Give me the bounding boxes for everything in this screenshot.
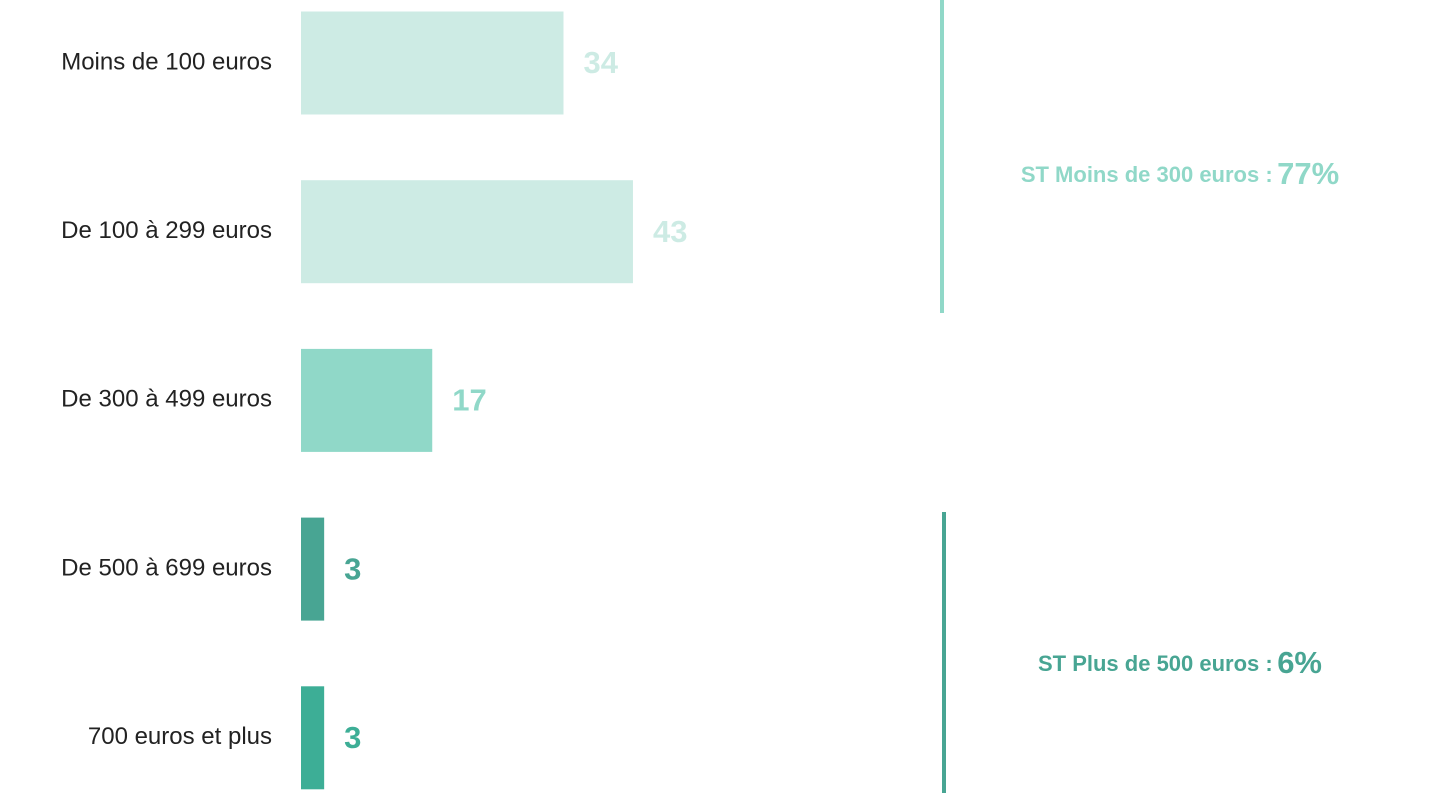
bar (301, 180, 633, 284)
category-label: Moins de 100 euros (61, 48, 272, 75)
value-label: 3 (344, 551, 361, 586)
value-label: 34 (583, 45, 618, 80)
category-label: De 300 à 499 euros (61, 386, 272, 413)
category-label: De 500 à 699 euros (61, 554, 272, 581)
subtotal-annotation: ST Plus de 500 euros : 6% (1038, 645, 1322, 680)
category-label: De 100 à 299 euros (61, 217, 272, 244)
category-label: 700 euros et plus (88, 723, 272, 750)
bar (301, 11, 564, 115)
value-label: 3 (344, 720, 361, 755)
bar (301, 348, 433, 452)
subtotal-annotation: ST Moins de 300 euros : 77% (1021, 156, 1339, 191)
bar (301, 686, 325, 790)
subtotal-text: ST Moins de 300 euros : (1021, 162, 1273, 187)
subtotal-text: ST Plus de 500 euros : (1038, 651, 1273, 676)
bar (301, 517, 325, 621)
subtotal-value: 6% (1277, 645, 1322, 680)
value-label: 43 (653, 214, 687, 249)
subtotal-value: 77% (1277, 156, 1339, 191)
value-label: 17 (452, 383, 486, 418)
